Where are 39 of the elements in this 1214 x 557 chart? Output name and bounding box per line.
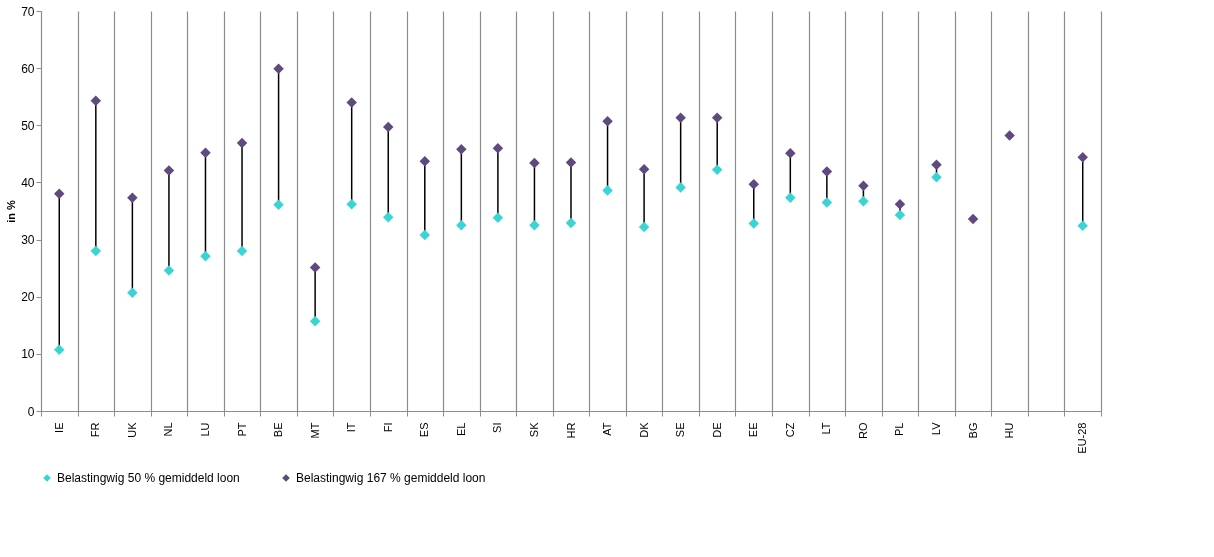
x-tick-label: IE (52, 422, 65, 433)
y-tick-label: 20 (21, 290, 35, 305)
y-tick-label: 30 (21, 233, 35, 248)
x-tick-label: UK (125, 421, 138, 438)
x-tick-label: DK (637, 421, 650, 438)
x-tick-label: LU (198, 422, 211, 437)
y-tick-label: 10 (21, 347, 35, 362)
x-tick-label: BE (272, 422, 285, 438)
x-tick-label: FR (89, 422, 102, 438)
x-tick-label: SE (674, 422, 687, 438)
y-tick-label: 0 (27, 404, 35, 419)
x-tick-label: IT (345, 422, 358, 433)
x-tick-label: SK (527, 421, 540, 438)
x-tick-label: EU-28 (1076, 422, 1089, 454)
x-tick-label: ES (418, 422, 431, 438)
x-tick-label: LV (930, 421, 943, 436)
legend-label: Belastingwig 50 % gemiddeld loon (57, 471, 240, 485)
x-tick-label: SI (491, 422, 504, 433)
x-tick-label: HR (564, 422, 577, 439)
x-tick-label: MT (308, 422, 321, 439)
x-tick-label: PL (893, 422, 906, 436)
y-axis-title: in % (5, 199, 18, 223)
y-tick-label: 60 (21, 61, 35, 76)
x-tick-label: LT (820, 422, 833, 435)
x-tick-label: DE (710, 422, 723, 438)
x-tick-label: BG (966, 422, 979, 439)
x-tick-label: HU (1003, 422, 1016, 439)
x-tick-label: FI (381, 422, 394, 433)
x-tick-label: AT (601, 422, 614, 436)
y-tick-label: 70 (21, 4, 35, 19)
x-tick-label: PT (235, 422, 248, 437)
x-tick-label: RO (856, 422, 869, 439)
y-tick-label: 40 (21, 175, 35, 190)
x-tick-label: NL (162, 422, 175, 437)
x-tick-label: CZ (783, 422, 796, 438)
x-tick-label: EL (454, 422, 467, 436)
legend-label: Belastingwig 167 % gemiddeld loon (296, 471, 486, 485)
y-tick-label: 50 (21, 118, 35, 133)
x-tick-label: EE (747, 422, 760, 438)
